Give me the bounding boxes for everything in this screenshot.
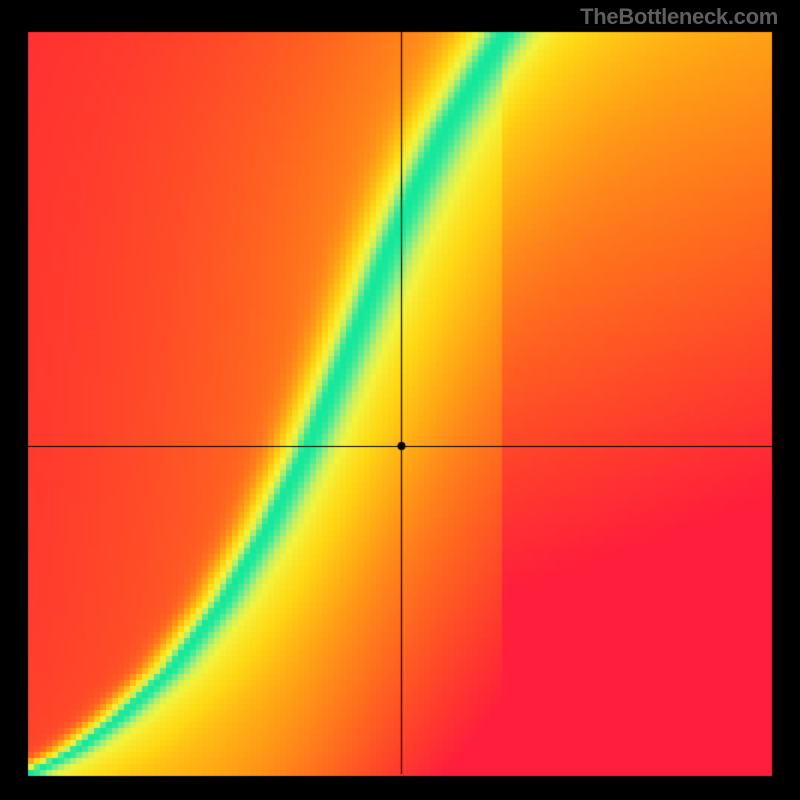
watermark-text: TheBottleneck.com — [580, 4, 778, 30]
chart-container: TheBottleneck.com — [0, 0, 800, 800]
heatmap-chart — [0, 0, 800, 800]
